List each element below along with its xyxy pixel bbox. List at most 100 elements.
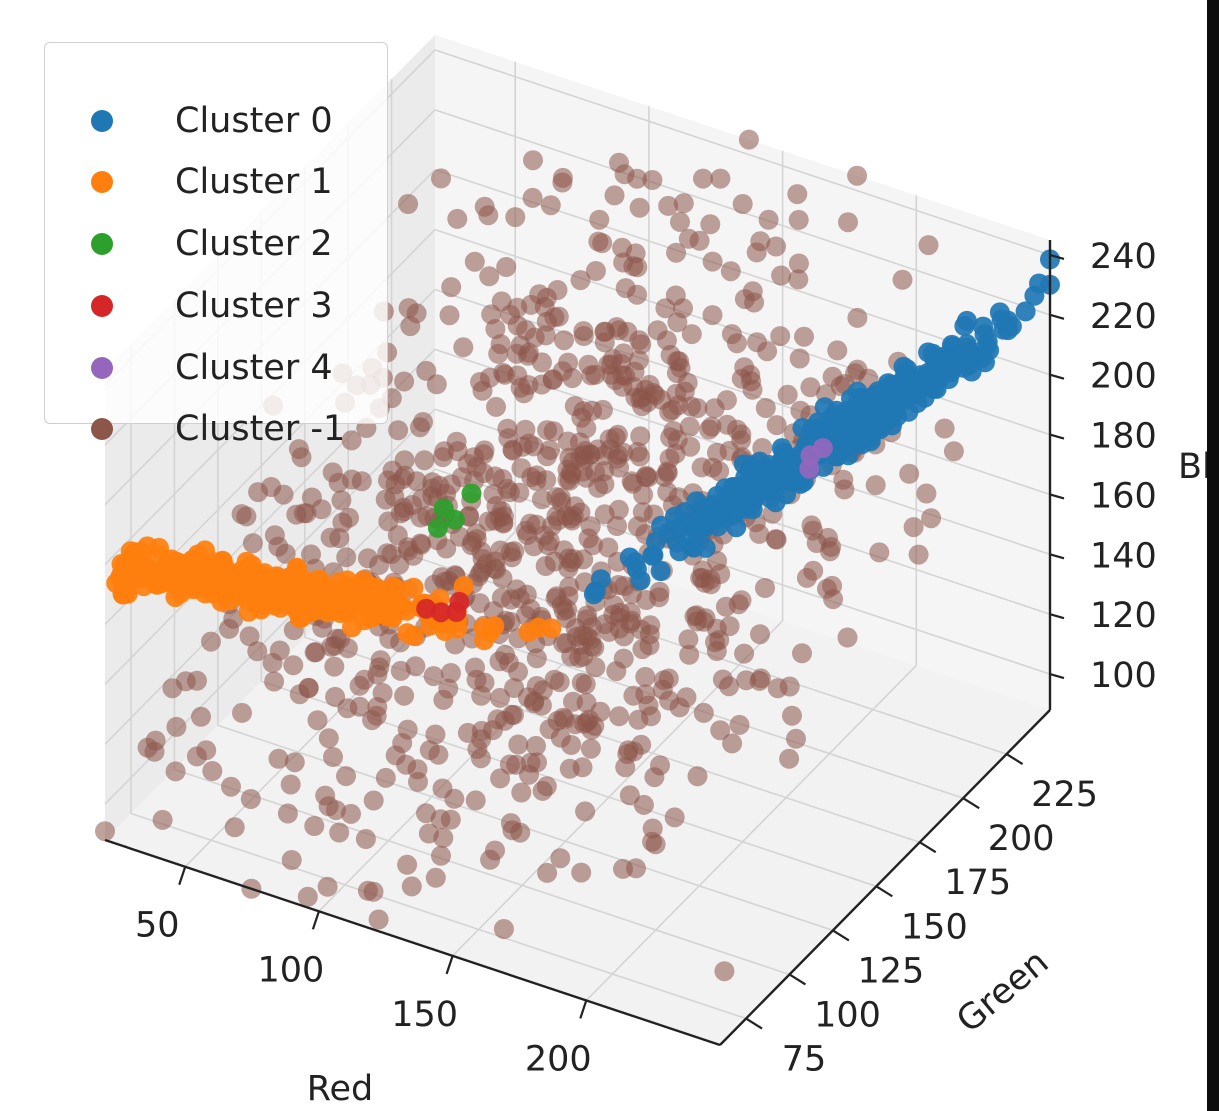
data-point	[446, 602, 467, 622]
z-tick-label: 120	[1090, 596, 1157, 636]
tick-mark	[832, 929, 850, 942]
data-point	[515, 605, 536, 626]
data-point	[192, 573, 213, 594]
legend-label: Cluster 0	[175, 101, 333, 141]
data-point	[560, 508, 581, 529]
x-axis-line	[104, 838, 721, 1047]
data-point	[521, 467, 542, 488]
data-point	[170, 583, 191, 604]
data-point	[408, 771, 428, 792]
data-point	[432, 447, 453, 468]
data-point	[916, 483, 937, 504]
data-point	[500, 589, 521, 610]
data-point	[536, 776, 557, 797]
data-point	[486, 496, 507, 516]
data-point	[201, 631, 221, 652]
data-point	[297, 886, 318, 907]
data-point	[336, 547, 357, 568]
data-point	[766, 236, 786, 257]
data-point	[531, 352, 552, 373]
data-point	[393, 501, 414, 522]
y-tick-label: 75	[782, 1040, 827, 1080]
legend: Cluster 0 Cluster 1 Cluster 2 Cluster 3 …	[44, 42, 388, 449]
data-point	[423, 666, 444, 687]
data-point	[311, 584, 332, 605]
data-point	[613, 858, 633, 879]
z-tick-label: 200	[1090, 357, 1157, 397]
data-point	[355, 829, 376, 849]
data-point	[528, 617, 549, 638]
data-point	[615, 278, 636, 299]
data-point	[614, 164, 635, 185]
data-point	[268, 536, 289, 557]
data-point	[576, 712, 597, 733]
data-point	[524, 691, 545, 712]
data-point	[375, 767, 396, 788]
z-tick-label: 140	[1090, 536, 1157, 576]
data-point	[732, 499, 753, 520]
data-point	[588, 231, 609, 252]
data-point	[522, 187, 543, 208]
data-point	[577, 609, 597, 630]
data-point	[482, 720, 503, 741]
y-tick-label: 150	[901, 907, 968, 947]
data-point	[284, 752, 305, 773]
data-point	[336, 766, 356, 787]
legend-label: Cluster 2	[175, 224, 333, 264]
data-point	[617, 321, 638, 342]
data-point	[777, 384, 798, 405]
data-point	[363, 790, 384, 811]
data-point	[612, 237, 633, 258]
data-point	[392, 733, 413, 753]
y-tick-label: 100	[814, 995, 881, 1035]
data-point	[789, 348, 810, 369]
data-point	[847, 165, 868, 186]
data-point	[432, 778, 453, 799]
data-point	[394, 371, 415, 392]
data-point	[451, 467, 472, 488]
data-point	[687, 766, 708, 787]
z-axis-label: Bl	[1178, 447, 1212, 487]
data-point	[903, 517, 924, 538]
tick-mark	[311, 910, 320, 930]
data-point	[542, 369, 563, 390]
tick-mark	[1049, 313, 1065, 320]
data-point	[242, 533, 263, 554]
tick-mark	[1049, 253, 1065, 261]
series-cluster-4	[799, 438, 833, 479]
data-point	[603, 604, 624, 625]
data-point	[649, 587, 670, 608]
data-point	[585, 261, 606, 281]
data-point	[657, 462, 678, 483]
data-point	[324, 656, 345, 677]
data-point	[280, 774, 301, 795]
data-point	[817, 578, 837, 599]
data-point	[396, 754, 417, 775]
tick-mark	[178, 866, 187, 886]
series-cluster-2	[427, 483, 482, 538]
data-point	[401, 876, 422, 897]
data-point	[471, 685, 492, 706]
data-point	[457, 722, 478, 743]
x-tick-label: 50	[135, 906, 180, 946]
data-point	[771, 438, 792, 459]
data-point	[796, 567, 817, 588]
data-point	[679, 416, 700, 437]
data-point	[439, 305, 460, 326]
data-point	[664, 807, 685, 828]
data-point	[264, 671, 285, 692]
data-point	[635, 666, 656, 687]
series-cluster-0	[583, 249, 1060, 605]
data-point	[604, 185, 625, 206]
data-point	[261, 477, 282, 497]
data-point	[441, 277, 462, 298]
data-point	[436, 538, 457, 559]
data-point	[505, 207, 526, 228]
data-point	[722, 733, 743, 754]
data-point	[329, 822, 350, 843]
data-point	[848, 430, 869, 451]
data-point	[497, 478, 518, 499]
z-tick-label: 100	[1090, 656, 1157, 696]
